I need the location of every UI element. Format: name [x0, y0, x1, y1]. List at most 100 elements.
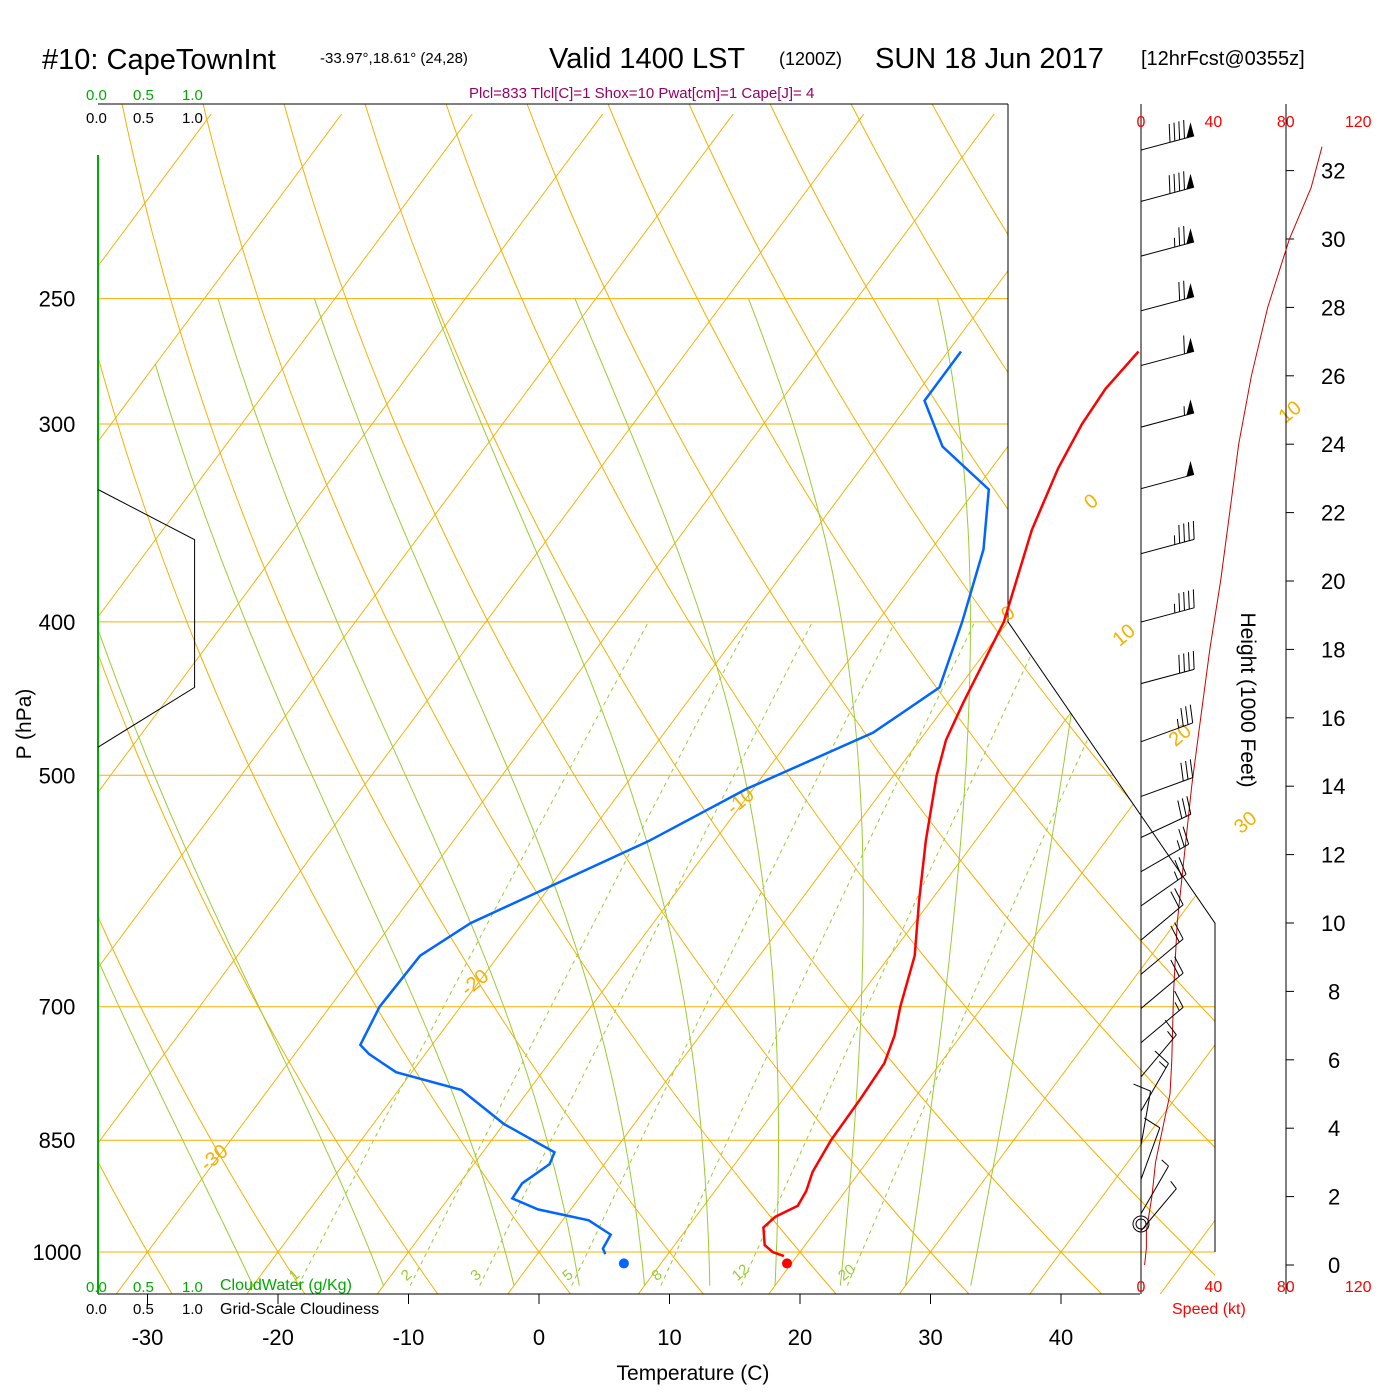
plot-frame — [97, 103, 1216, 1295]
mixing-ratio-line — [846, 621, 1142, 1286]
height-tick-label: 30 — [1321, 227, 1345, 252]
cloudwater-scale-bottom: 0.0 0.5 1.0 CloudWater (g/Kg) — [86, 1277, 352, 1296]
wind-barb — [1140, 888, 1184, 941]
temperature-tick-label: 10 — [657, 1325, 681, 1350]
moist-adiabat — [574, 298, 779, 1286]
mixing-ratio-label: 20 — [835, 1261, 859, 1285]
isotherm — [1291, 114, 1400, 1294]
height-tick-label: 32 — [1321, 159, 1345, 184]
cloudwater-tick: 0.5 — [133, 87, 154, 104]
cloudiness-scale-top: 0.0 0.5 1.0 — [86, 110, 203, 127]
temperature-tick-label: 0 — [533, 1325, 545, 1350]
cloudwater-tick: 0.0 — [86, 87, 107, 104]
speed-tick-label: 40 — [1205, 114, 1223, 131]
height-tick-label: 18 — [1321, 637, 1345, 662]
moist-adiabat — [154, 363, 515, 1286]
mixing-ratio-label: 2 — [398, 1266, 415, 1284]
temperature-tick-label: 30 — [918, 1325, 942, 1350]
calm-circle — [1132, 1215, 1150, 1233]
mixing-ratio-label: 3 — [467, 1266, 484, 1284]
mixing-ratio-line — [297, 621, 649, 1286]
wind-barb — [1140, 759, 1194, 797]
isotherm — [98, 113, 604, 794]
cloudiness-tick: 1.0 — [182, 110, 203, 127]
dewpoint-profile — [358, 350, 991, 1255]
height-tick-label: 26 — [1321, 364, 1345, 389]
calm-circle-inner — [1135, 1218, 1147, 1230]
cloudwater-tick: 0.0 — [86, 1279, 107, 1296]
isotherm — [98, 113, 734, 969]
temperature-tick-label: 20 — [788, 1325, 812, 1350]
speed-tick-label: 0 — [1137, 114, 1146, 131]
profiles — [97, 350, 1140, 1269]
cloudwater-tick: 1.0 — [182, 87, 203, 104]
surface-temperature-dot — [782, 1258, 793, 1269]
cloudiness-tick: 0.0 — [86, 1301, 107, 1318]
wind-barb — [1140, 704, 1194, 743]
wind-barb — [1140, 1117, 1161, 1180]
wind-barb — [1140, 520, 1195, 555]
pressure-tick-label: 500 — [39, 763, 76, 788]
isotherm — [98, 113, 343, 443]
surface-dewpoint-dot — [618, 1258, 629, 1269]
mixing-ratio-line — [660, 621, 976, 1286]
cloudwater-label: CloudWater (g/Kg) — [220, 1277, 352, 1294]
height-axis-title: Height (1000 Feet) — [1236, 612, 1259, 787]
isotherm — [1029, 1044, 1215, 1294]
dry-adiabat — [283, 104, 970, 1294]
x-axis-title: Temperature (C) — [617, 1362, 770, 1385]
pressure-tick-label: 400 — [39, 610, 76, 635]
speed-tick-label: 120 — [1345, 114, 1372, 131]
isotherm — [98, 113, 473, 618]
height-tick-label: 8 — [1328, 979, 1340, 1004]
moist-adiabat — [905, 298, 971, 1286]
wind-barb — [1140, 826, 1190, 873]
height-tick-label: 28 — [1321, 295, 1345, 320]
mixing-ratio-line — [409, 621, 751, 1286]
dry-adiabat-label: 30 — [1230, 807, 1261, 838]
wind-barb — [1140, 922, 1184, 975]
speed-tick-label: 40 — [1205, 1279, 1223, 1296]
axes: 250 300 400 500 700 850 1000 -30 -20 -10 0 10 20 30 40 — [33, 287, 1074, 1350]
height-tick-label: 0 — [1328, 1253, 1340, 1278]
wind-barb — [1140, 990, 1184, 1044]
wind-barb — [1140, 119, 1195, 151]
mixing-ratio-line — [740, 621, 1048, 1286]
wind-barb — [1140, 857, 1187, 907]
height-tick-label: 6 — [1328, 1048, 1340, 1073]
dry-adiabat — [1337, 104, 1400, 1294]
indices-line: Plcl=833 Tlcl[C]=1 Shox=10 Pwat[cm]=1 Ca… — [469, 85, 814, 102]
temperature-tick-label: -30 — [132, 1325, 164, 1350]
temperature-profile — [762, 350, 1140, 1258]
isotherm — [98, 113, 865, 1144]
dry-adiabat-label: 10 — [1275, 397, 1306, 428]
dry-adiabat — [526, 104, 1215, 1149]
cloudwater-tick: 0.5 — [133, 1279, 154, 1296]
dry-adiabat — [607, 104, 1215, 1023]
moist-adiabat — [98, 958, 254, 1286]
moist-adiabat — [313, 298, 645, 1286]
cloudwater-tick: 1.0 — [182, 1279, 203, 1296]
dry-adiabat — [121, 104, 704, 1294]
cloudiness-profile — [97, 489, 196, 748]
zulu-time: (1200Z) — [779, 49, 842, 69]
dry-adiabat — [850, 104, 1215, 652]
wind-barb — [1140, 399, 1195, 428]
mixing-ratio-line — [479, 621, 813, 1286]
dry-adiabat — [364, 104, 1103, 1294]
valid-time: Valid 1400 LST — [549, 43, 745, 75]
wind-barb — [1140, 589, 1195, 623]
wind-barb — [1140, 335, 1195, 367]
y-axis-title: P (hPa) — [13, 689, 36, 760]
cloudiness-scale-bottom: 0.0 0.5 1.0 Grid-Scale Cloudiness — [86, 1301, 379, 1318]
speed-tick-label: 80 — [1277, 1279, 1295, 1296]
moist-adiabat — [98, 627, 384, 1286]
thermo-grid — [98, 104, 1400, 1294]
pressure-tick-label: 300 — [39, 412, 76, 437]
wind-barb — [1140, 1159, 1169, 1214]
wind-barb — [1140, 956, 1184, 1009]
isotherm — [507, 342, 1215, 1294]
moist-adiabat — [748, 298, 864, 1286]
cloudwater-scale-top: 0.0 0.5 1.0 — [86, 87, 203, 104]
dry-adiabat — [445, 104, 1215, 1276]
